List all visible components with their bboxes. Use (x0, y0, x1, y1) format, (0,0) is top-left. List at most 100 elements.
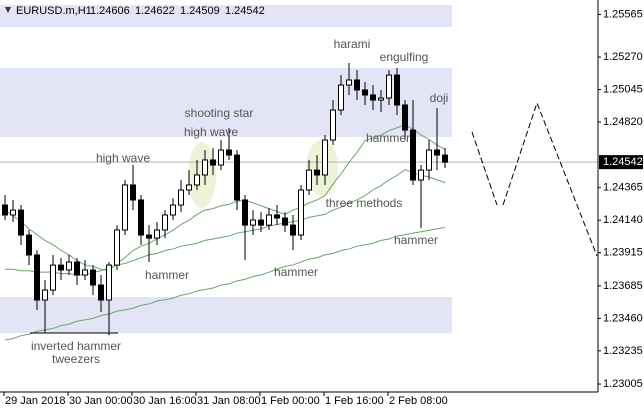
candle-body (194, 174, 200, 186)
candle-body (394, 74, 400, 106)
header-icon (5, 7, 11, 13)
candle-body (290, 224, 296, 236)
moving-average (4, 124, 446, 272)
candle-body (66, 261, 72, 271)
candle-body (314, 169, 320, 176)
projection-line (471, 131, 498, 206)
y-tick-label: 1.24365 (603, 182, 643, 194)
header-value: 1.24606 (90, 5, 130, 17)
candle-body (346, 79, 352, 86)
annotation: harami (334, 37, 371, 51)
candle-body (266, 214, 272, 226)
candle-body (98, 284, 104, 301)
y-tick-label: 1.23685 (603, 280, 643, 292)
candle-body (234, 154, 240, 201)
x-tick-label: 30 Jan 16:00 (133, 395, 197, 407)
candle-body (354, 79, 360, 91)
annotations: harami engulfing doji shooting star high wav… (31, 37, 448, 366)
y-tick-label: 1.24820 (603, 116, 643, 128)
x-tick-label: 1 Feb 16:00 (325, 395, 384, 407)
candle-body (274, 214, 280, 219)
candle-body (298, 189, 304, 236)
annotation: three methods (326, 196, 403, 210)
candle-body (378, 97, 384, 101)
annotation: inverted hammer (31, 339, 121, 353)
candle-body (130, 184, 136, 201)
x-tick-label: 2 Feb 08:00 (389, 395, 448, 407)
y-tick-label: 1.23915 (603, 247, 643, 259)
header-value: 1.24509 (180, 5, 220, 17)
y-tick-label: 1.23235 (603, 345, 643, 357)
candle-body (434, 149, 440, 156)
zones (0, 5, 452, 334)
candle-body (210, 159, 216, 166)
candle-body (146, 234, 152, 239)
candle-body (58, 264, 64, 271)
candle-body (82, 269, 88, 276)
annotation: hammer (145, 268, 189, 282)
projection-line (502, 101, 598, 257)
candle-body (282, 217, 288, 226)
y-tick-label: 1.23460 (603, 312, 643, 324)
zone (0, 68, 452, 138)
candle-body (34, 254, 40, 301)
candle-body (178, 189, 184, 206)
x-tick-label: 31 Jan 08:00 (197, 395, 261, 407)
candle-body (106, 264, 112, 301)
annotation: doji (430, 91, 449, 105)
y-tick-label: 1.25565 (603, 8, 643, 20)
candle-body (426, 149, 432, 171)
header-value: 1.24622 (135, 5, 175, 17)
candle-body (306, 169, 312, 191)
candle-body (330, 109, 336, 141)
candle-body (322, 139, 328, 176)
candle-body (10, 209, 16, 216)
candle-body (90, 269, 96, 286)
y-tick-label: 1.25045 (603, 83, 643, 95)
candle-body (242, 199, 248, 226)
candle-body (202, 159, 208, 176)
current-price-label: 1.24542 (603, 156, 643, 168)
candle-body (442, 154, 448, 163)
candle-body (338, 84, 344, 111)
candle-body (386, 74, 392, 99)
candle-body (2, 204, 8, 216)
candle-body (402, 104, 408, 131)
candle-body (362, 89, 368, 96)
annotation: tweezers (52, 352, 100, 366)
annotation: high wave (184, 125, 238, 139)
candle-body (226, 149, 232, 156)
annotation: high wave (96, 151, 150, 165)
symbol: EURUSD.m,H1 (16, 5, 92, 17)
annotation: hammer (394, 233, 438, 247)
header-value: 1.24542 (225, 5, 265, 17)
candle-body (418, 169, 424, 181)
candle-body (186, 184, 192, 191)
candle-body (18, 209, 24, 236)
candle-body (50, 264, 56, 291)
candle-body (114, 229, 120, 266)
annotation: hammer (274, 265, 318, 279)
candle-body (410, 129, 416, 181)
candle-body (42, 289, 48, 301)
moving-average (5, 169, 446, 276)
candle-body (258, 219, 264, 226)
candle-body (154, 229, 160, 239)
candle-body (122, 184, 128, 231)
y-tick-label: 1.25270 (603, 51, 643, 63)
candle-body (162, 214, 168, 231)
axes: 1.25565 1.25270 1.25045 1.24820 1.24365 1.241… (0, 8, 643, 407)
current-price-box (599, 155, 643, 170)
candle-body (218, 149, 224, 166)
y-tick-label: 1.23005 (603, 378, 643, 390)
y-tick-label: 1.24140 (603, 214, 643, 226)
moving-average (4, 226, 446, 341)
annotation: shooting star (185, 106, 254, 120)
annotation: engulfing (380, 50, 429, 64)
candle-body (250, 219, 256, 226)
zone (0, 296, 452, 334)
candle-body (74, 261, 80, 276)
x-tick-label: 29 Jan 2018 (5, 395, 66, 407)
